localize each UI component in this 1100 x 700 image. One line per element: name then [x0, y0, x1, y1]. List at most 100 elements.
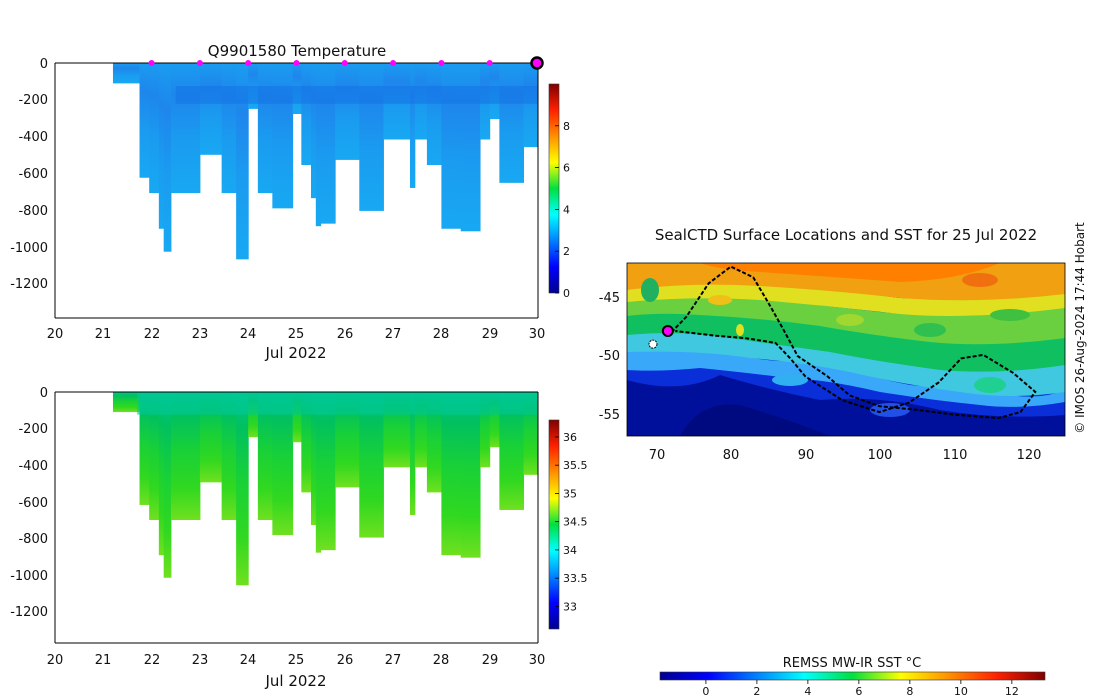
profile-column — [286, 63, 294, 209]
profile-column — [139, 392, 150, 505]
profile-column — [272, 392, 288, 536]
y-tick-label: -200 — [18, 93, 48, 108]
profile-column — [315, 63, 322, 227]
colorbar-tick-label: 6 — [563, 162, 570, 175]
colorbar-tick-label: 0 — [563, 287, 570, 300]
colorbar-tick-label: 8 — [906, 685, 913, 698]
profile-column — [523, 63, 539, 148]
y-tick-label: -45 — [599, 291, 620, 306]
profile-column — [272, 63, 288, 209]
profile-column — [426, 392, 442, 493]
profile-column — [480, 392, 491, 468]
salinity-y-ticks: 0 -200 -400 -600 -800 -1000 -1200 — [10, 386, 48, 620]
x-tick-label: 70 — [649, 448, 666, 463]
y-tick-label: -1200 — [10, 605, 48, 620]
surface-layer — [137, 392, 539, 415]
profile-column — [301, 63, 312, 165]
colorbar-tick-label: 34 — [563, 544, 577, 557]
profile-column — [112, 392, 141, 413]
profile-column — [221, 63, 237, 194]
x-tick-label: 26 — [337, 653, 354, 668]
salinity-xlabel: Jul 2022 — [264, 672, 326, 690]
profile-column — [320, 392, 336, 551]
profile-column — [426, 63, 442, 165]
temperature-y-ticks: 0 -200 -400 -600 -800 -1000 -1200 — [10, 57, 48, 292]
profile-column — [163, 392, 172, 578]
y-tick-label: -400 — [18, 130, 48, 145]
profile-column — [292, 392, 302, 443]
colorbar-tick-label: 4 — [563, 203, 570, 216]
profile-column — [310, 392, 317, 526]
profile-column — [149, 63, 160, 194]
surface-marker — [390, 60, 397, 66]
profile-column — [489, 392, 500, 448]
x-tick-label: 21 — [95, 653, 112, 668]
x-tick-label: 90 — [798, 448, 815, 463]
x-tick-label: 28 — [433, 327, 450, 342]
y-tick-label: 0 — [40, 57, 48, 72]
profile-column — [163, 63, 172, 252]
colorbar-tick-label: 33.5 — [563, 572, 588, 585]
map-y-ticks: -45 -50 -55 — [599, 291, 620, 423]
x-tick-label: 30 — [529, 653, 546, 668]
profile-column — [158, 63, 165, 229]
colorbar-tick-label: 34.5 — [563, 516, 588, 529]
profile-column — [236, 392, 249, 586]
track-start-cluster — [648, 339, 658, 349]
surface-marker — [438, 60, 445, 66]
x-tick-label: 27 — [385, 653, 402, 668]
profile-column — [257, 392, 273, 521]
y-tick-label: -50 — [599, 349, 620, 364]
y-tick-label: -800 — [18, 532, 48, 547]
x-tick-label: 120 — [1017, 448, 1042, 463]
profile-column — [236, 63, 249, 260]
colorbar-tick-label: 35 — [563, 487, 577, 500]
colorbar-tick-label: 6 — [855, 685, 862, 698]
surface-marker — [245, 60, 252, 66]
colorbar-tick-label: 8 — [563, 120, 570, 133]
profile-column — [112, 63, 141, 84]
temperature-title: Q9901580 Temperature — [208, 42, 386, 60]
colorbar-tick-label: 12 — [1005, 685, 1019, 698]
y-tick-label: -1200 — [10, 277, 48, 292]
x-tick-label: 26 — [337, 327, 354, 342]
x-tick-label: 29 — [482, 653, 499, 668]
surface-marker — [486, 60, 493, 66]
temperature-x-ticks: 20 21 22 23 24 25 26 27 28 29 30 — [47, 327, 546, 342]
map-x-ticks: 70 80 90 100 110 120 — [649, 448, 1042, 463]
profile-column — [460, 392, 481, 558]
seal-track — [670, 265, 1037, 420]
colorbar-tick-label: 36 — [563, 431, 577, 444]
temperature-xlabel: Jul 2022 — [264, 344, 326, 362]
watermark: © IMOS 26-Aug-2024 17:44 Hobart — [1073, 222, 1087, 434]
y-tick-label: -200 — [18, 422, 48, 437]
x-tick-label: 24 — [240, 653, 257, 668]
map-panel: SealCTD Surface Locations and SST for 25… — [599, 222, 1087, 698]
sst-colorbar — [660, 672, 1045, 680]
profile-column — [499, 63, 525, 183]
temperature-panel: Q9901580 Temperature 0 -200 -400 -600 -8… — [10, 42, 570, 362]
profile-column — [441, 63, 462, 229]
x-tick-label: 100 — [868, 448, 893, 463]
x-tick-label: 24 — [240, 327, 257, 342]
colorbar-tick-label: 2 — [563, 245, 570, 258]
x-tick-label: 29 — [482, 327, 499, 342]
subsurface-layer — [175, 85, 538, 104]
sst-colorbar-ticks: 0 2 4 6 8 10 12 — [702, 680, 1019, 698]
sst-colorbar-label: REMSS MW-IR SST °C — [783, 656, 922, 671]
x-tick-label: 28 — [433, 653, 450, 668]
x-tick-label: 23 — [192, 327, 209, 342]
y-tick-label: -600 — [18, 167, 48, 182]
y-tick-label: -1000 — [10, 241, 48, 256]
y-tick-label: -55 — [599, 408, 620, 423]
colorbar-tick-label: 10 — [954, 685, 968, 698]
profile-column — [410, 63, 416, 188]
salinity-colorbar — [549, 420, 559, 629]
salinity-x-ticks: 20 21 22 23 24 25 26 27 28 29 30 — [47, 653, 546, 668]
profile-column — [286, 392, 294, 536]
y-tick-label: 0 — [40, 386, 48, 401]
profile-column — [410, 392, 416, 515]
x-tick-label: 22 — [144, 653, 161, 668]
x-tick-label: 110 — [943, 448, 968, 463]
